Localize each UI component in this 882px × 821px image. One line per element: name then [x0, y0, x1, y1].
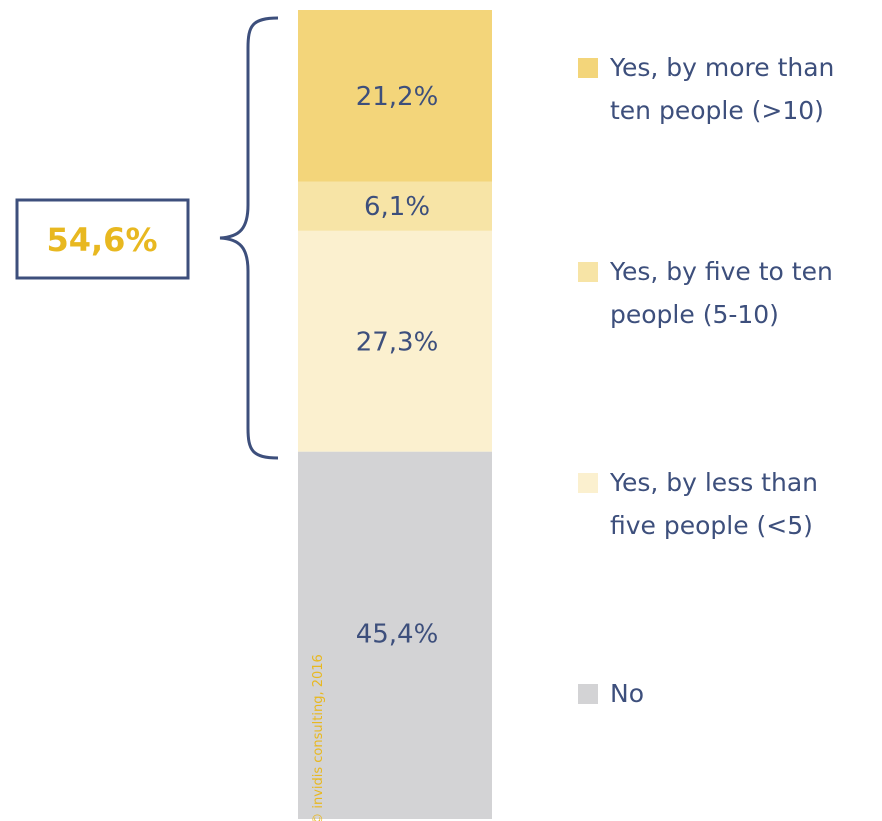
legend-label-less-than-five: Yes, by less than [609, 468, 818, 497]
segment-label-less-than-five: 27,3% [356, 327, 439, 357]
bar-segment-no [298, 451, 492, 819]
bracket-brace [219, 16, 279, 460]
bar-segment-less-than-five [298, 230, 492, 452]
copyright-text: © invidis consulting, 2016 [311, 654, 326, 821]
legend-swatch-five-to-ten [578, 262, 598, 282]
legend-label-five-to-ten: people (5-10) [610, 300, 779, 329]
legend-swatch-less-than-five [578, 473, 598, 493]
segment-label-more-than-ten: 21,2% [356, 82, 439, 112]
legend-label-no: No [610, 679, 644, 708]
bar-stack [298, 10, 492, 819]
legend-label-more-than-ten: ten people (>10) [610, 96, 824, 125]
segment-label-no: 45,4% [356, 620, 439, 650]
bar-segment-more-than-ten [298, 10, 492, 182]
callout-value: 54,6% [46, 221, 157, 259]
legend: Yes, by more than ten people (>10) Yes, by… [578, 53, 834, 708]
legend-label-more-than-ten: Yes, by more than [609, 53, 834, 82]
segment-label-five-to-ten: 6,1% [364, 192, 430, 222]
legend-swatch-no [578, 684, 598, 704]
callout-box [15, 198, 190, 280]
legend-label-less-than-five: five people (<5) [610, 511, 813, 540]
segment-labels: 21,2% 6,1% 27,3% 45,4% [356, 82, 439, 650]
legend-swatch-more-than-ten [578, 58, 598, 78]
bar-segment-five-to-ten [298, 181, 492, 231]
legend-label-five-to-ten: Yes, by five to ten [609, 257, 833, 286]
